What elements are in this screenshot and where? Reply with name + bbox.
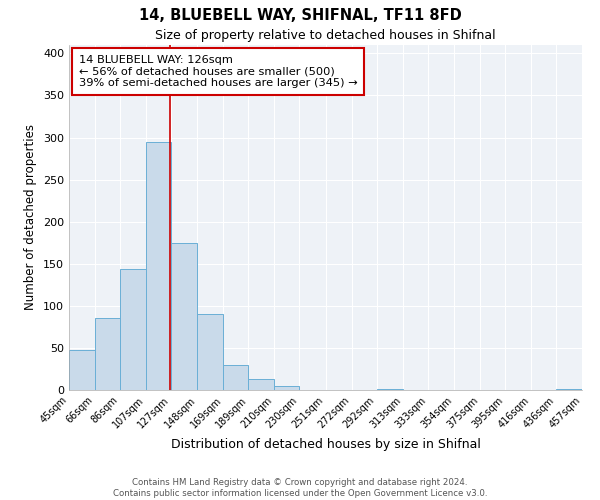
Bar [248, 379, 274, 390]
Bar [377, 389, 403, 390]
Y-axis label: Number of detached properties: Number of detached properties [25, 124, 37, 310]
Bar [146, 142, 171, 390]
Bar [197, 314, 223, 390]
Bar [556, 389, 582, 390]
Title: Size of property relative to detached houses in Shifnal: Size of property relative to detached ho… [155, 30, 496, 43]
Bar [69, 350, 95, 390]
Text: Contains HM Land Registry data © Crown copyright and database right 2024.
Contai: Contains HM Land Registry data © Crown c… [113, 478, 487, 498]
Bar [171, 242, 197, 390]
Bar [120, 269, 146, 390]
X-axis label: Distribution of detached houses by size in Shifnal: Distribution of detached houses by size … [170, 438, 481, 451]
Bar [95, 318, 120, 390]
Bar [223, 365, 248, 390]
Text: 14, BLUEBELL WAY, SHIFNAL, TF11 8FD: 14, BLUEBELL WAY, SHIFNAL, TF11 8FD [139, 8, 461, 22]
Bar [274, 386, 299, 390]
Text: 14 BLUEBELL WAY: 126sqm
← 56% of detached houses are smaller (500)
39% of semi-d: 14 BLUEBELL WAY: 126sqm ← 56% of detache… [79, 55, 358, 88]
